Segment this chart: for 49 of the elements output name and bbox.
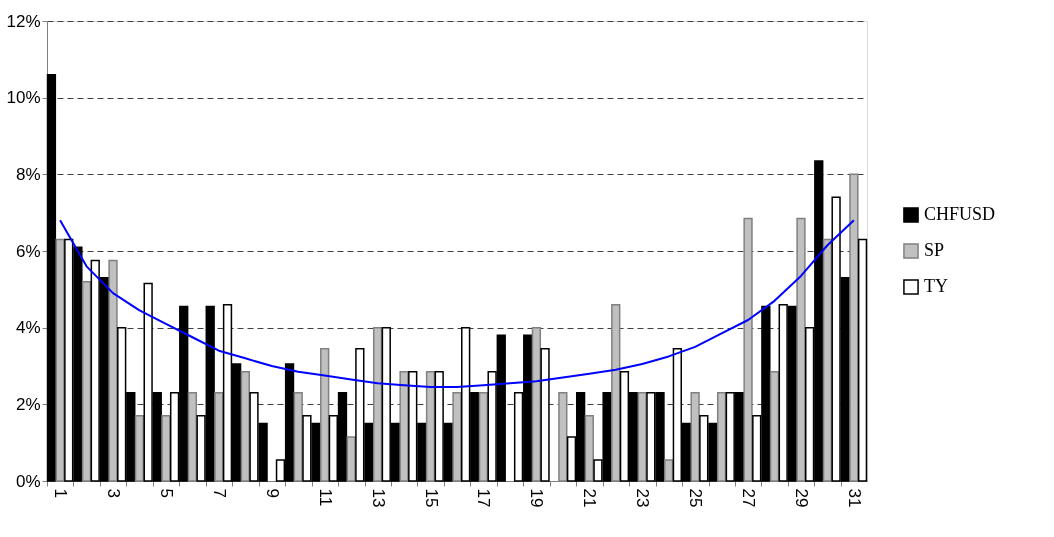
bar bbox=[372, 326, 383, 482]
bar bbox=[108, 259, 118, 482]
x-tick-label: 25 bbox=[686, 488, 706, 508]
x-tick-label: 21 bbox=[580, 488, 600, 508]
bar bbox=[611, 303, 621, 482]
bar bbox=[452, 392, 462, 482]
x-tick-label: 3 bbox=[104, 488, 124, 498]
bar bbox=[857, 238, 868, 482]
x-tick-label: 13 bbox=[368, 488, 388, 508]
legend-label: TY bbox=[924, 276, 948, 296]
line-series bbox=[59, 219, 855, 389]
y-tick-label: 10% bbox=[6, 88, 41, 108]
y-tick-label: 6% bbox=[15, 241, 41, 261]
bar bbox=[320, 348, 330, 482]
x-tick-label: 11 bbox=[315, 488, 335, 507]
x-tick-label: 27 bbox=[739, 488, 759, 508]
x-tick-label: 7 bbox=[209, 488, 229, 498]
x-tick-label: 23 bbox=[633, 488, 653, 508]
bar bbox=[743, 217, 753, 482]
bar bbox=[425, 371, 436, 482]
bar bbox=[716, 392, 727, 482]
legend-label: SP bbox=[924, 240, 945, 260]
bar bbox=[46, 73, 57, 482]
bar bbox=[214, 392, 224, 482]
bar bbox=[540, 348, 550, 482]
legend-label: CHFUSD bbox=[924, 204, 996, 224]
y-tick-label: 12% bbox=[6, 11, 41, 31]
x-tick-label: 19 bbox=[527, 488, 547, 508]
bar bbox=[849, 173, 859, 482]
y-tick-label: 4% bbox=[15, 318, 41, 338]
bar bbox=[81, 280, 92, 482]
bar bbox=[161, 415, 171, 482]
y-tick-label: 0% bbox=[15, 471, 41, 491]
x-tick-label: 1 bbox=[51, 488, 71, 498]
x-tick-label: 15 bbox=[421, 488, 441, 508]
bar bbox=[399, 371, 409, 482]
bar bbox=[769, 371, 780, 482]
x-tick-label: 31 bbox=[844, 488, 864, 508]
y-tick-label: 2% bbox=[15, 394, 41, 414]
bar bbox=[584, 415, 594, 482]
y-tick-label: 8% bbox=[15, 164, 41, 184]
x-tick-label: 29 bbox=[791, 488, 811, 508]
x-tick-label: 17 bbox=[474, 488, 494, 508]
bar bbox=[664, 459, 674, 482]
x-tick-label: 5 bbox=[156, 488, 176, 498]
bar bbox=[690, 392, 700, 482]
bar bbox=[55, 238, 65, 482]
x-tick-label: 9 bbox=[262, 488, 282, 498]
bar bbox=[796, 217, 806, 482]
